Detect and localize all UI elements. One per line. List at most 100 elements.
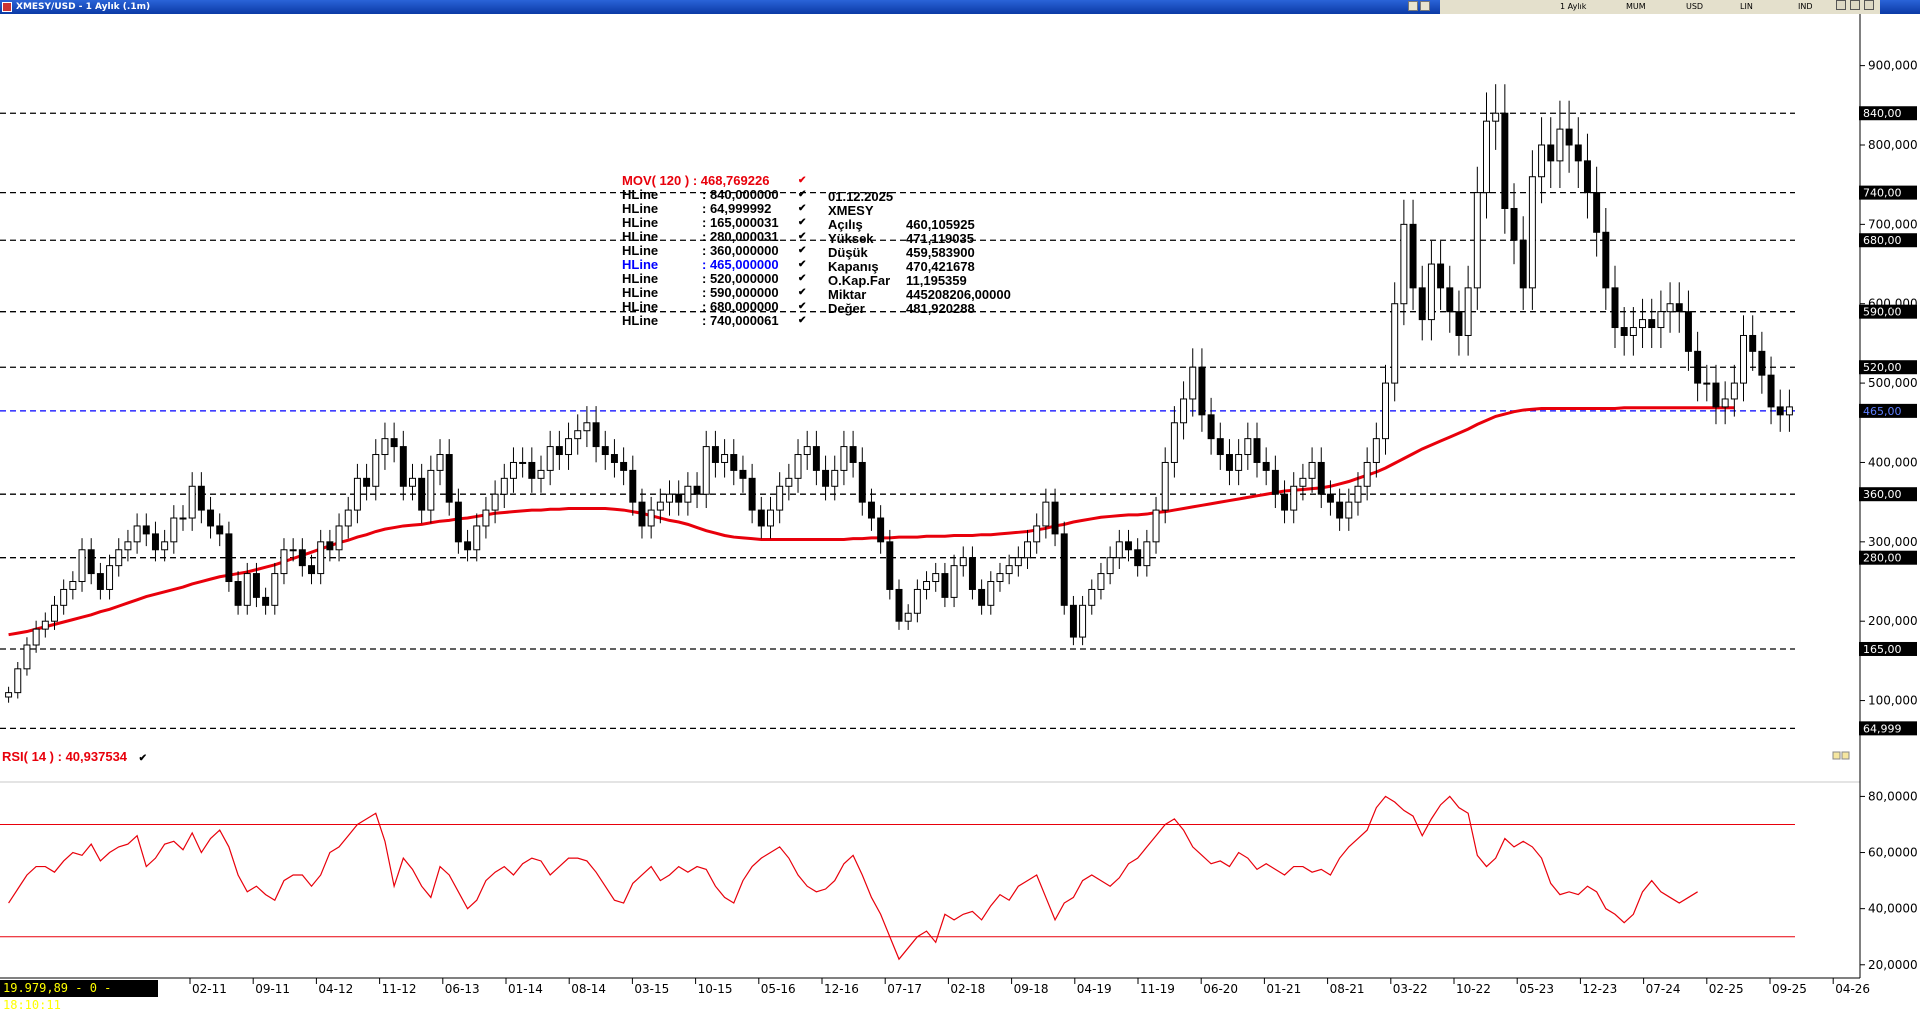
legend-hline-row[interactable]: HLine: 520,000000 ✔: [622, 272, 806, 286]
x-tick-label: 02-25: [1709, 982, 1744, 996]
candle-body: [877, 517, 885, 543]
info-row: Değer 481,920288: [828, 302, 1011, 316]
candle-body: [32, 628, 40, 646]
candle-body: [537, 469, 545, 479]
candle-body: [1244, 438, 1252, 456]
legend-hline-value: : 465,000000: [702, 257, 779, 272]
candle-body: [610, 454, 618, 463]
hline-price-label: 520,00: [1863, 361, 1902, 374]
candle-body: [1299, 477, 1307, 487]
legend-hline-row[interactable]: HLine: 280,000031 ✔: [622, 229, 806, 244]
hline-price-label: 280,00: [1863, 552, 1902, 565]
rsi-legend[interactable]: RSI( 14 ) : 40,937534 ✔: [2, 749, 147, 764]
candle-body: [1565, 128, 1573, 146]
info-label: Açılış: [828, 217, 863, 232]
candle-body: [1326, 493, 1334, 503]
currency-select[interactable]: USD: [1686, 2, 1704, 11]
candle-body: [519, 461, 527, 464]
maximize-icon[interactable]: [1850, 0, 1860, 10]
check-icon[interactable]: ✔: [798, 203, 807, 214]
candle-body: [1556, 128, 1564, 162]
candle-body: [87, 549, 95, 575]
legend-mov[interactable]: MOV( 120 ) : 468,769226 ✔: [622, 173, 806, 188]
legend-hline-row[interactable]: HLine: 165,000031 ✔: [622, 216, 806, 230]
candle-body: [344, 509, 352, 527]
rsi-line[interactable]: [8, 795, 1698, 961]
candle-body: [1703, 382, 1711, 385]
legend-hline-row[interactable]: HLine: 840,000000 ✔: [622, 188, 806, 202]
legend-hline-row[interactable]: HLine: 360,000000 ✔: [622, 244, 806, 258]
minimize-icon[interactable]: [1836, 0, 1846, 10]
check-icon[interactable]: ✔: [798, 245, 807, 256]
candle-body: [812, 446, 820, 471]
candle-body: [1437, 263, 1445, 289]
candle-body: [1464, 287, 1472, 336]
rsi-settings-icon[interactable]: [1832, 751, 1841, 760]
indicator-select[interactable]: IND: [1798, 2, 1813, 11]
check-icon[interactable]: ✔: [798, 231, 807, 242]
close-icon[interactable]: [2, 2, 12, 12]
window-close-icon[interactable]: [1864, 0, 1874, 10]
rsi-name: RSI( 14 ): [2, 749, 55, 764]
info-label: Miktar: [828, 287, 867, 302]
candle-body: [1079, 604, 1087, 638]
mov-120-line[interactable]: [8, 406, 1735, 637]
draw-tool-icon[interactable]: [1420, 1, 1430, 11]
scale-select[interactable]: LIN: [1740, 2, 1753, 11]
candle-body: [620, 461, 628, 471]
candle-body: [1666, 303, 1674, 313]
candle-body: [271, 573, 279, 606]
check-icon[interactable]: ✔: [798, 315, 807, 326]
check-icon[interactable]: ✔: [798, 259, 807, 270]
candle-body: [1180, 398, 1188, 424]
rsi-panel-icons: [1832, 751, 1850, 760]
candle-body: [1317, 461, 1325, 495]
candle-body: [60, 588, 68, 606]
candle-body: [326, 541, 334, 551]
legend-hline-row[interactable]: HLine: 64,999992 ✔: [622, 202, 806, 216]
check-icon[interactable]: ✔: [798, 287, 807, 298]
candle-body: [757, 509, 765, 527]
chart-tool-icon[interactable]: [1408, 1, 1418, 11]
candle-body: [1749, 334, 1757, 352]
legend-hline-row[interactable]: HLine: 680,000000 ✔: [622, 300, 806, 314]
legend-hline-row[interactable]: HLine: 590,000000 ✔: [622, 286, 806, 300]
legend-hline-row[interactable]: HLine: 740,000061 ✔: [622, 314, 806, 328]
check-icon[interactable]: ✔: [138, 753, 148, 764]
candle-body: [1051, 501, 1059, 535]
candle-body: [1024, 541, 1031, 559]
info-row: Düşük 459,583900: [828, 246, 1011, 260]
candle-body: [528, 461, 536, 479]
candle-body: [1455, 311, 1463, 336]
x-tick-label: 12-23: [1582, 982, 1617, 996]
x-tick-label: 09-25: [1772, 982, 1807, 996]
legend-hline-row[interactable]: HLine: 465,000000 ✔: [622, 257, 806, 272]
candle-body: [840, 446, 848, 471]
legend-mov-name: MOV( 120 ): [622, 173, 690, 188]
candle-body: [1189, 366, 1197, 400]
candle-body: [1684, 311, 1692, 352]
candle-body: [454, 501, 462, 543]
rsi-close-icon[interactable]: [1841, 751, 1850, 760]
check-icon[interactable]: ✔: [798, 175, 807, 186]
legend-hline-value: : 280,000031: [702, 229, 779, 244]
y-tick-label: 700,000: [1868, 217, 1918, 231]
hline-price-label: 165,00: [1863, 643, 1902, 656]
check-icon[interactable]: ✔: [798, 189, 807, 200]
info-row: Miktar 445208206,00000: [828, 288, 1011, 302]
candle-body: [904, 612, 912, 622]
y-tick-label: 400,000: [1868, 455, 1918, 469]
candle-body: [1308, 461, 1316, 479]
candle-body: [1235, 454, 1243, 471]
check-icon[interactable]: ✔: [798, 217, 807, 228]
check-icon[interactable]: ✔: [798, 273, 807, 284]
period-select[interactable]: 1 Aylık: [1560, 2, 1587, 11]
info-value: 471,119035: [906, 231, 974, 246]
chart-type-select[interactable]: MUM: [1626, 2, 1646, 11]
check-icon[interactable]: ✔: [798, 301, 807, 312]
candle-body: [702, 446, 710, 495]
candle-body: [1427, 263, 1435, 321]
candle-body: [1143, 541, 1151, 567]
rsi-value: : 40,937534: [57, 749, 128, 764]
